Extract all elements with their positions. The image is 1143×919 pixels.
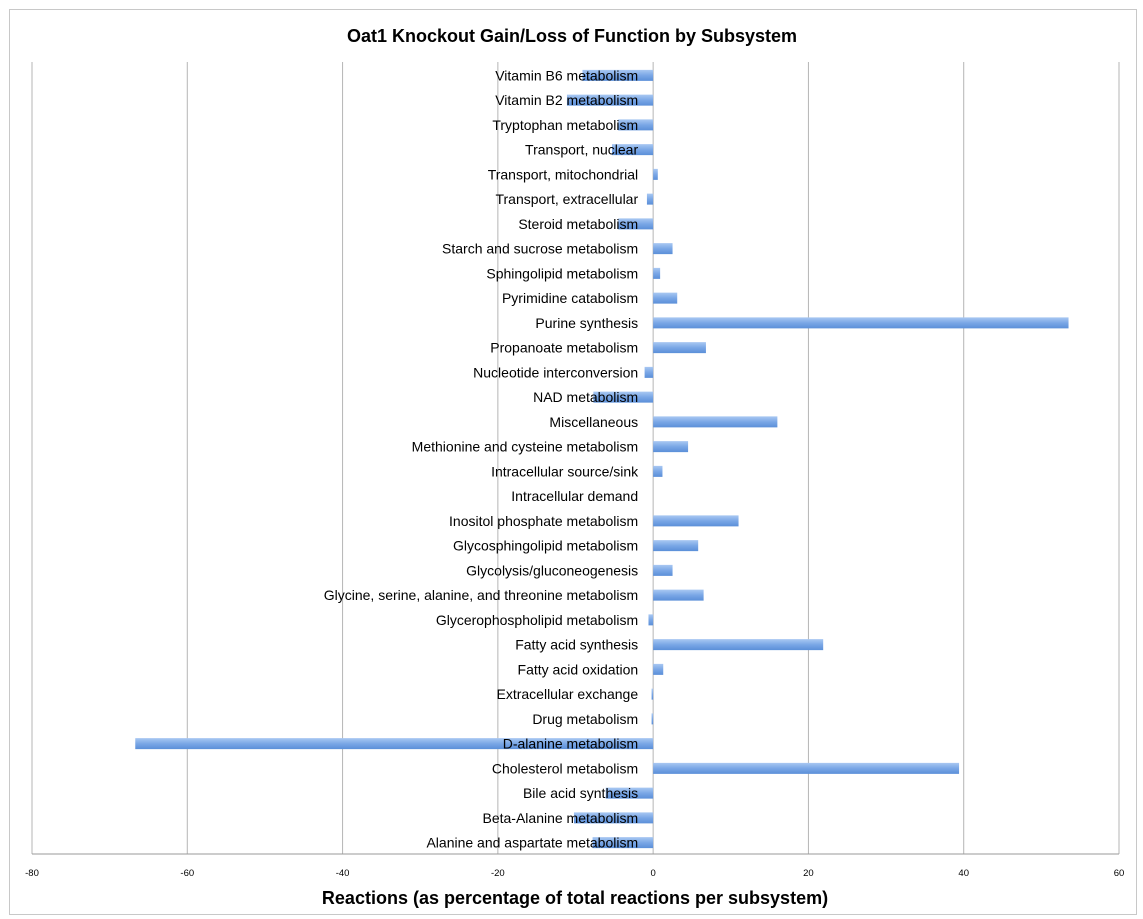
category-label: Pyrimidine catabolism: [502, 290, 638, 306]
category-label: Purine synthesis: [535, 315, 638, 331]
bar: [653, 292, 678, 304]
bar: [593, 391, 654, 403]
bar: [618, 218, 654, 230]
category-label: Fatty acid synthesis: [515, 637, 638, 653]
category-label: Vitamin B6 metabolism: [495, 67, 638, 83]
bar: [592, 837, 654, 849]
bar: [605, 787, 654, 799]
category-label: Sphingolipid metabolism: [486, 265, 638, 281]
bar: [653, 416, 778, 428]
bar: [582, 69, 654, 81]
category-label: Glycolysis/gluconeogenesis: [466, 562, 638, 578]
category-label: Bile acid synthesis: [523, 785, 638, 801]
bars: [135, 69, 1069, 849]
bar: [646, 193, 654, 205]
category-label: Inositol phosphate metabolism: [449, 513, 638, 529]
category-label: Transport, extracellular: [495, 191, 638, 207]
bar: [653, 540, 699, 552]
bar: [653, 589, 704, 601]
chart-frame: Oat1 Knockout Gain/Loss of Function by S…: [9, 9, 1137, 915]
x-tick-label: -20: [491, 868, 505, 879]
category-label: Intracellular source/sink: [491, 463, 639, 479]
bar: [653, 762, 960, 774]
category-label: Alanine and aspartate metabolism: [426, 835, 638, 851]
x-tick-label: 0: [650, 868, 655, 879]
category-label: Starch and sucrose metabolism: [442, 241, 638, 257]
bar: [653, 267, 661, 279]
bar: [611, 144, 654, 156]
bar-chart: Oat1 Knockout Gain/Loss of Function by S…: [25, 26, 1124, 908]
category-label: Transport, nuclear: [525, 142, 638, 158]
bar: [644, 366, 654, 378]
category-label: Miscellaneous: [549, 414, 638, 430]
category-labels: Vitamin B6 metabolism Vitamin B2 metaboli…: [324, 67, 639, 850]
category-label: Extracellular exchange: [497, 686, 639, 702]
category-label: Methionine and cysteine metabolism: [412, 439, 638, 455]
x-tick-label: 40: [958, 868, 969, 879]
category-label: Tryptophan metabolism: [492, 117, 638, 133]
bar: [653, 441, 689, 453]
x-tick-labels: -80 -60 -40 -20 0 20 40 60: [25, 868, 1124, 879]
category-label: Glycerophospholipid metabolism: [436, 612, 638, 628]
bar: [618, 119, 654, 131]
category-label: Drug metabolism: [532, 711, 638, 727]
bar: [566, 94, 654, 106]
bar: [653, 465, 663, 477]
category-label: Vitamin B2 metabolism: [495, 92, 638, 108]
bar: [653, 515, 739, 527]
category-label: Nucleotide interconversion: [473, 364, 638, 380]
x-tick-label: -40: [336, 868, 350, 879]
bar: [573, 812, 654, 824]
bar: [653, 317, 1069, 329]
category-label: NAD metabolism: [533, 389, 638, 405]
category-label: Steroid metabolism: [518, 216, 638, 232]
bar: [653, 639, 824, 651]
chart-title: Oat1 Knockout Gain/Loss of Function by S…: [347, 26, 797, 46]
bar: [135, 738, 654, 750]
bar: [653, 663, 664, 675]
bar: [651, 713, 654, 725]
category-label: Cholesterol metabolism: [492, 760, 638, 776]
bar: [648, 614, 654, 626]
category-label: Propanoate metabolism: [490, 340, 638, 356]
x-tick-label: 60: [1114, 868, 1125, 879]
category-label: Transport, mitochondrial: [488, 166, 638, 182]
category-label: Intracellular demand: [511, 488, 638, 504]
category-label: Fatty acid oxidation: [518, 661, 639, 677]
x-tick-label: 20: [803, 868, 814, 879]
x-tick-label: -60: [180, 868, 194, 879]
category-label: Glycosphingolipid metabolism: [453, 538, 638, 554]
category-label: D-alanine metabolism: [503, 736, 638, 752]
category-label: Beta-Alanine metabolism: [483, 810, 639, 826]
bar: [653, 342, 706, 354]
x-axis-label: Reactions (as percentage of total reacti…: [322, 888, 828, 908]
bar: [653, 243, 673, 255]
bar: [653, 564, 673, 576]
bar: [651, 688, 654, 700]
bar: [653, 168, 658, 180]
x-tick-label: -80: [25, 868, 39, 879]
category-label: Glycine, serine, alanine, and threonine …: [324, 587, 638, 603]
